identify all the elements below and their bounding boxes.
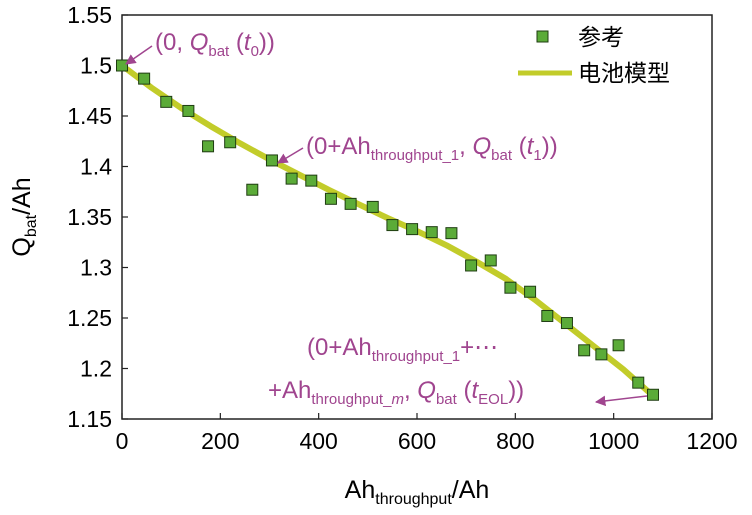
reference-marker	[285, 172, 298, 185]
reference-marker	[504, 281, 517, 294]
y-tick-label: 1.3	[80, 255, 112, 281]
annotation-arrow-t0	[125, 45, 153, 65]
annotation-t1: (0+Ahthroughput_1, Qbat (t1))	[306, 133, 558, 164]
reference-marker	[595, 348, 608, 361]
annotation-arrow-teol	[594, 395, 648, 407]
reference-marker	[202, 140, 215, 153]
legend-label-model: 电池模型	[578, 61, 670, 87]
reference-marker	[484, 254, 497, 267]
x-tick-label: 800	[496, 428, 534, 454]
legend-marker-reference	[536, 30, 549, 43]
reference-marker	[265, 154, 278, 167]
legend-label-reference: 参考	[578, 25, 624, 51]
reference-marker	[305, 174, 318, 187]
x-tick-label: 600	[398, 428, 436, 454]
reference-marker	[445, 227, 458, 240]
x-tick-label: 200	[201, 428, 239, 454]
x-tick-label: 0	[116, 428, 129, 454]
x-tick-label: 1000	[588, 428, 639, 454]
y-tick-label: 1.2	[80, 356, 112, 382]
reference-marker	[578, 344, 591, 357]
y-tick-label: 1.55	[67, 2, 112, 28]
reference-marker	[612, 339, 625, 352]
annotation-arrow-t1	[277, 147, 304, 164]
y-tick-label: 1.45	[67, 103, 112, 129]
reference-markers	[116, 59, 659, 401]
x-tick-label: 1200	[686, 428, 737, 454]
reference-marker	[465, 259, 478, 272]
y-tick-label: 1.4	[80, 154, 112, 180]
reference-marker	[116, 59, 128, 72]
reference-marker	[224, 136, 237, 149]
reference-marker	[541, 309, 554, 322]
reference-marker	[246, 183, 259, 196]
axis-ticks: 0 200 400 600 800 1000 1200 1.15 1.2 1.25 1.3 1.35 1…	[67, 2, 737, 454]
reference-marker	[560, 317, 573, 330]
reference-marker	[324, 192, 337, 205]
y-tick-label: 1.35	[67, 204, 112, 230]
reference-marker	[386, 219, 399, 232]
annotation-teol-line2: +Ahthroughput_m, Qbat (tEOL))	[268, 377, 524, 408]
annotation-teol-line1: (0+Ahthroughput_1+⋯	[307, 334, 498, 365]
y-axis-title: Qbat/Ah	[8, 177, 40, 256]
legend: 参考 电池模型	[518, 25, 670, 87]
y-tick-label: 1.25	[67, 305, 112, 331]
reference-marker	[366, 200, 379, 213]
reference-marker	[160, 95, 173, 108]
reference-marker	[344, 197, 357, 210]
reference-marker	[138, 72, 151, 85]
y-tick-label: 1.15	[67, 406, 112, 432]
reference-marker	[524, 285, 537, 298]
reference-marker	[632, 376, 645, 389]
annotation-t0: (0, Qbat (t0))	[155, 29, 275, 60]
reference-marker	[647, 388, 659, 401]
x-axis-title: Ahthroughput/Ah	[345, 476, 490, 508]
reference-marker	[406, 223, 419, 236]
reference-marker	[182, 104, 195, 117]
reference-marker	[425, 226, 438, 239]
y-tick-label: 1.5	[80, 53, 112, 79]
x-tick-label: 400	[299, 428, 337, 454]
